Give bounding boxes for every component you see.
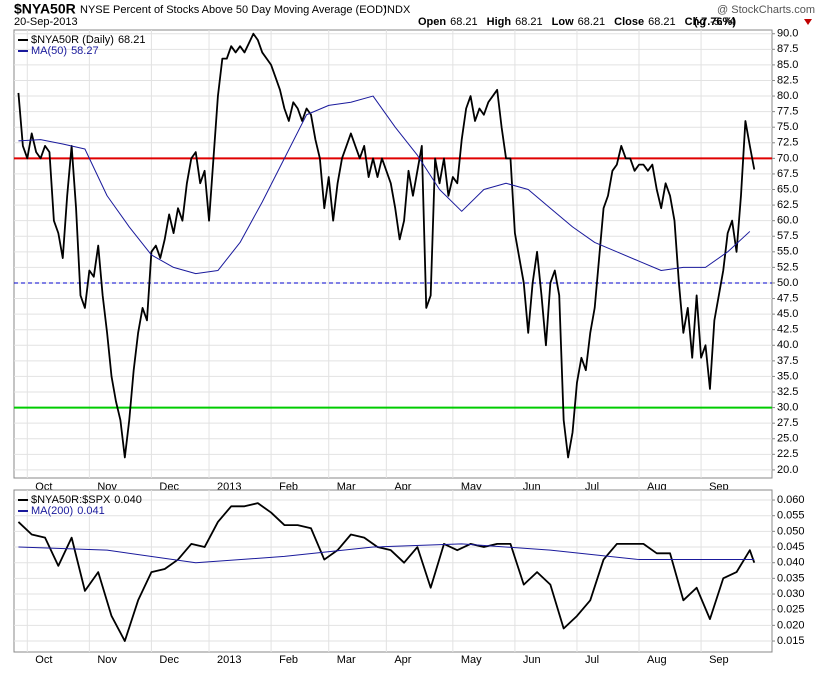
- y-tick-label: 0.040: [777, 557, 805, 569]
- x-tick-label: 2013: [217, 654, 241, 666]
- x-tick-label: Dec: [159, 654, 179, 666]
- x-tick-label: Jul: [585, 654, 599, 666]
- chart-title: NYSE Percent of Stocks Above 50 Day Movi…: [80, 4, 387, 16]
- y-tick-label: 70.0: [777, 152, 798, 164]
- y-tick-label: 25.0: [777, 433, 798, 445]
- y-tick-label: 0.035: [777, 572, 805, 584]
- quote-label: Open: [418, 16, 446, 28]
- legend-label: $NYA50R:$SPX: [31, 494, 111, 506]
- quote-value: -5.74: [710, 16, 735, 28]
- series-line: [18, 95, 751, 275]
- quote-label: Low: [552, 16, 574, 28]
- y-tick-label: 0.060: [777, 494, 805, 506]
- y-tick-label: 40.0: [777, 339, 798, 351]
- legend-value: 0.041: [77, 505, 105, 517]
- x-tick-label: Mar: [337, 654, 356, 666]
- y-tick-label: 52.5: [777, 261, 798, 273]
- y-tick-label: 50.0: [777, 277, 798, 289]
- x-tick-label: Apr: [394, 654, 411, 666]
- y-tick-label: 0.025: [777, 604, 805, 616]
- y-tick-label: 0.050: [777, 525, 805, 537]
- y-tick-label: 77.5: [777, 106, 798, 118]
- series-line: [17, 32, 756, 459]
- y-tick-label: 55.0: [777, 246, 798, 258]
- x-tick-label: Feb: [279, 654, 298, 666]
- y-tick-label: 67.5: [777, 168, 798, 180]
- quote-value: 68.21: [578, 16, 606, 28]
- y-tick-label: 45.0: [777, 308, 798, 320]
- legend-label: MA(200): [31, 505, 73, 517]
- x-tick-label: May: [461, 654, 482, 666]
- y-tick-label: 62.5: [777, 199, 798, 211]
- x-tick-label: Nov: [97, 654, 117, 666]
- legend-value: 58.27: [71, 45, 99, 57]
- watermark: @ StockCharts.com: [717, 4, 815, 16]
- x-tick-label: Sep: [709, 654, 729, 666]
- plot-frame: [13, 489, 773, 653]
- legend-label: MA(50): [31, 45, 67, 57]
- y-tick-label: 0.015: [777, 635, 805, 647]
- y-tick-label: 30.0: [777, 401, 798, 413]
- x-tick-label: Jun: [523, 654, 541, 666]
- y-tick-label: 0.045: [777, 541, 805, 553]
- change-pct: (-7.76%): [694, 16, 737, 28]
- y-tick-label: 47.5: [777, 292, 798, 304]
- plot-frame: [13, 29, 773, 479]
- y-tick-label: 35.0: [777, 370, 798, 382]
- quote-label: Chg: [685, 16, 706, 28]
- exchange: INDX: [384, 4, 411, 16]
- y-tick-label: 57.5: [777, 230, 798, 242]
- legend-label: $NYA50R (Daily): [31, 34, 114, 46]
- y-tick-label: 42.5: [777, 324, 798, 336]
- y-tick-label: 60.0: [777, 215, 798, 227]
- series-line: [17, 502, 756, 642]
- symbol: $NYA50R: [14, 1, 76, 17]
- date: 20-Sep-2013: [14, 16, 78, 28]
- y-tick-label: 22.5: [777, 448, 798, 460]
- y-tick-label: 72.5: [777, 137, 798, 149]
- legend-value: 68.21: [118, 34, 146, 46]
- series-line: [18, 543, 755, 564]
- y-tick-label: 0.020: [777, 619, 805, 631]
- y-tick-label: 0.055: [777, 510, 805, 522]
- y-tick-label: 65.0: [777, 183, 798, 195]
- quote-value: 68.21: [648, 16, 676, 28]
- quote-label: High: [487, 16, 512, 28]
- quote-value: 68.21: [450, 16, 478, 28]
- quote-label: Close: [614, 16, 644, 28]
- y-tick-label: 0.030: [777, 588, 805, 600]
- y-tick-label: 32.5: [777, 386, 798, 398]
- x-tick-label: Aug: [647, 654, 667, 666]
- legend-value: 0.040: [114, 494, 142, 506]
- y-tick-label: 27.5: [777, 417, 798, 429]
- down-arrow: [804, 19, 812, 25]
- y-tick-label: 82.5: [777, 74, 798, 86]
- y-tick-label: 90.0: [777, 28, 798, 40]
- y-tick-label: 85.0: [777, 59, 798, 71]
- y-tick-label: 20.0: [777, 464, 798, 476]
- y-tick-label: 80.0: [777, 90, 798, 102]
- y-tick-label: 87.5: [777, 43, 798, 55]
- y-tick-label: 37.5: [777, 355, 798, 367]
- quote-value: 68.21: [515, 16, 543, 28]
- y-tick-label: 75.0: [777, 121, 798, 133]
- x-tick-label: Oct: [35, 654, 52, 666]
